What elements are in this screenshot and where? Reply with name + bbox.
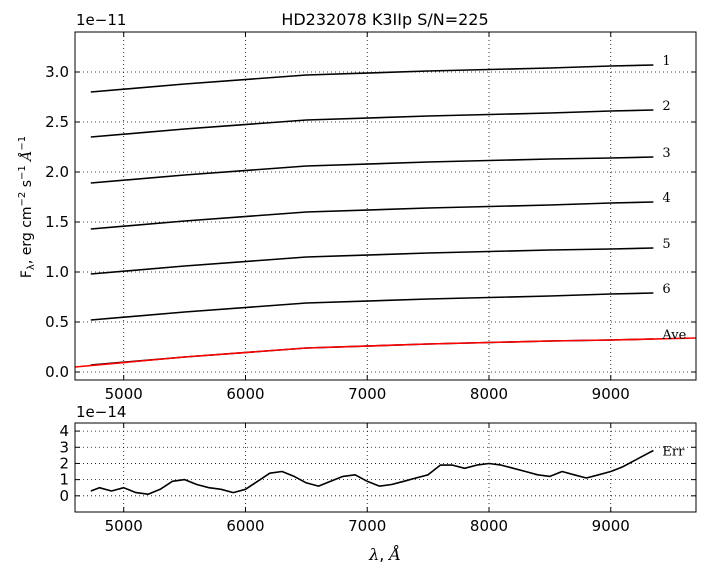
x-tick-label: 9000 <box>592 385 630 403</box>
y-tick-label: 0.0 <box>45 363 69 381</box>
y-tick-label: 4 <box>59 422 69 440</box>
y-tick-label: 2 <box>59 454 69 472</box>
y-tick-label: 1 <box>59 471 69 489</box>
x-axis-label: λ, Å <box>368 544 401 564</box>
x-tick-label: 6000 <box>226 385 264 403</box>
bottom-series-labels: Err <box>662 445 685 460</box>
series-line-overlay <box>74 337 697 368</box>
bottom-x-ticks: 5000 6000 7000 8000 9000 <box>105 423 630 535</box>
series-line-3 <box>90 156 654 184</box>
x-tick-label: 6000 <box>226 517 264 535</box>
series-label: Ave <box>661 328 686 343</box>
x-tick-label: 8000 <box>470 385 508 403</box>
y-tick-label: 3.0 <box>45 63 69 81</box>
x-tick-label: 7000 <box>348 385 386 403</box>
y-tick-label: 1.0 <box>45 263 69 281</box>
series-label: Err <box>662 445 685 460</box>
series-line-err <box>90 449 654 496</box>
top-series-labels: 1 2 3 4 5 6 Ave <box>661 54 686 343</box>
bottom-offset-text: 1e−14 <box>76 403 126 421</box>
top-y-ticks: 0.0 0.5 1.0 1.5 2.0 2.5 3.0 <box>45 63 696 381</box>
y-tick-label: 3 <box>59 438 69 456</box>
top-plot-frame <box>74 31 697 381</box>
series-label: 6 <box>662 282 670 297</box>
series-label: 4 <box>662 191 670 206</box>
bottom-series <box>90 449 654 496</box>
y-tick-label: 2.5 <box>45 113 69 131</box>
chart-title: HD232078 K3IIp S/N=225 <box>281 10 488 29</box>
top-offset-text: 1e−11 <box>76 11 126 29</box>
series-line-ave <box>90 338 654 366</box>
x-tick-label: 7000 <box>348 517 386 535</box>
series-label: 1 <box>662 54 670 69</box>
series-label: 3 <box>662 146 670 161</box>
top-panel: HD232078 K3IIp S/N=225 1e−11 Fλ, erg cm−… <box>17 10 697 403</box>
series-line-2 <box>90 109 654 138</box>
x-tick-label: 5000 <box>105 385 143 403</box>
top-x-ticks: 5000 6000 7000 8000 9000 <box>105 32 630 403</box>
top-series <box>74 64 697 368</box>
y-tick-label: 1.5 <box>45 213 69 231</box>
series-label: 5 <box>662 237 670 252</box>
y-tick-label: 0.5 <box>45 313 69 331</box>
series-line-5 <box>90 247 654 275</box>
bottom-plot-frame <box>74 422 697 513</box>
bottom-grid <box>75 423 696 512</box>
x-tick-label: 5000 <box>105 517 143 535</box>
x-tick-label: 9000 <box>592 517 630 535</box>
series-line-1 <box>90 64 654 93</box>
y-tick-label: 0 <box>59 487 69 505</box>
x-tick-label: 8000 <box>470 517 508 535</box>
series-line-4 <box>90 201 654 230</box>
top-grid <box>75 32 696 380</box>
series-label: 2 <box>662 99 670 114</box>
series-line-6 <box>90 292 654 321</box>
y-tick-label: 2.0 <box>45 163 69 181</box>
y-axis-label: Fλ, erg cm−2 s−1 Å−1 <box>17 136 37 278</box>
